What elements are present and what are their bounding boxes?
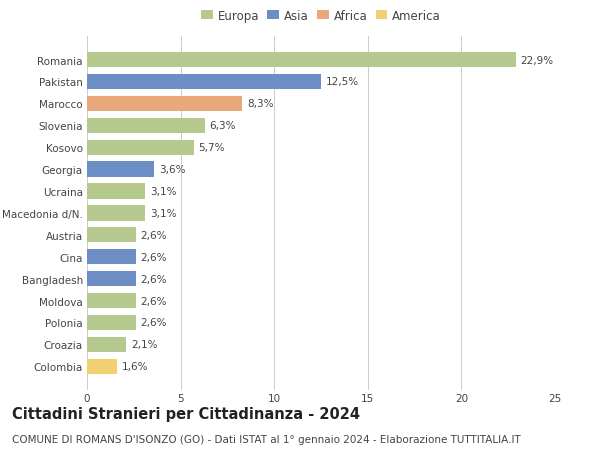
Text: 3,6%: 3,6% (159, 165, 185, 175)
Bar (87, 228, 136, 243)
Bar (87, 359, 117, 374)
Bar (87, 337, 127, 352)
Text: 1,6%: 1,6% (122, 361, 148, 371)
Bar (87, 315, 136, 330)
Bar (87, 53, 515, 68)
Text: 5,7%: 5,7% (199, 143, 225, 153)
Bar (87, 293, 136, 308)
Text: 3,1%: 3,1% (150, 187, 176, 196)
Text: Cittadini Stranieri per Cittadinanza - 2024: Cittadini Stranieri per Cittadinanza - 2… (12, 406, 360, 421)
Text: 8,3%: 8,3% (247, 99, 274, 109)
Bar (87, 184, 145, 199)
Bar (87, 96, 242, 112)
Bar (87, 75, 321, 90)
Bar (87, 271, 136, 287)
Bar (87, 162, 154, 177)
Text: 2,6%: 2,6% (140, 296, 167, 306)
Text: 2,6%: 2,6% (140, 252, 167, 262)
Text: 12,5%: 12,5% (326, 77, 359, 87)
Text: 2,6%: 2,6% (140, 274, 167, 284)
Bar (87, 140, 194, 156)
Text: 2,1%: 2,1% (131, 340, 157, 350)
Text: 6,3%: 6,3% (209, 121, 236, 131)
Bar (87, 118, 205, 134)
Text: 3,1%: 3,1% (150, 208, 176, 218)
Text: 22,9%: 22,9% (520, 56, 553, 66)
Legend: Europa, Asia, Africa, America: Europa, Asia, Africa, America (199, 7, 443, 25)
Bar (87, 206, 145, 221)
Text: COMUNE DI ROMANS D'ISONZO (GO) - Dati ISTAT al 1° gennaio 2024 - Elaborazione TU: COMUNE DI ROMANS D'ISONZO (GO) - Dati IS… (12, 434, 521, 444)
Text: 2,6%: 2,6% (140, 230, 167, 240)
Text: 2,6%: 2,6% (140, 318, 167, 328)
Bar (87, 250, 136, 265)
